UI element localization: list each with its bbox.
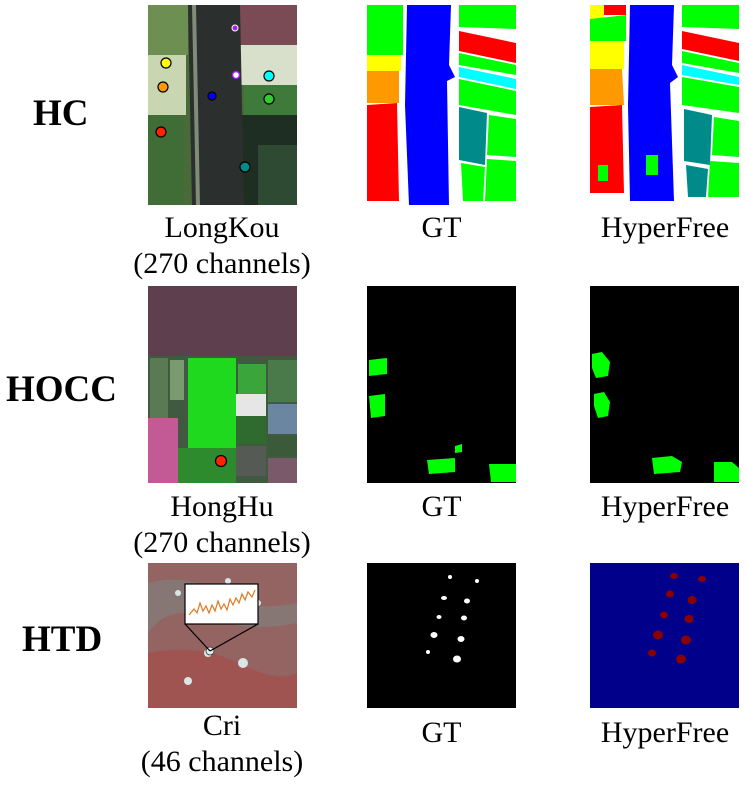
channel-count: (270 channels) xyxy=(133,526,311,559)
honghu-caption: HongHu (270 channels) xyxy=(117,489,327,561)
dataset-name: LongKou xyxy=(164,211,280,244)
hyperfree-caption: HyperFree xyxy=(600,490,730,523)
longkou-hyperfree-map xyxy=(590,5,739,205)
dataset-name: HongHu xyxy=(170,490,274,523)
cri-ground-truth-map xyxy=(367,563,516,708)
hyperfree-caption: HyperFree xyxy=(600,716,730,749)
honghu-ground-truth-map xyxy=(367,286,516,483)
gt-caption: GT xyxy=(421,490,462,523)
longkou-caption: LongKou (270 channels) xyxy=(117,210,327,282)
hyperfree-caption: HyperFree xyxy=(600,211,730,244)
honghu-hyperfree-map xyxy=(590,286,739,483)
channel-count: (270 channels) xyxy=(133,247,311,280)
cri-image xyxy=(148,563,297,708)
row-label-htd: HTD xyxy=(22,619,103,660)
dataset-name: Cri xyxy=(202,709,242,742)
longkou-ground-truth-map xyxy=(367,5,516,205)
gt-caption: GT xyxy=(421,716,462,749)
row-label-hc: HC xyxy=(33,93,89,134)
cri-hyperfree-map xyxy=(590,563,739,708)
honghu-image xyxy=(148,286,297,483)
cri-caption: Cri (46 channels) xyxy=(117,708,327,780)
channel-count: (46 channels) xyxy=(140,745,304,778)
row-label-hocc: HOCC xyxy=(6,369,117,410)
longkou-image xyxy=(148,5,297,205)
gt-caption: GT xyxy=(421,211,462,244)
